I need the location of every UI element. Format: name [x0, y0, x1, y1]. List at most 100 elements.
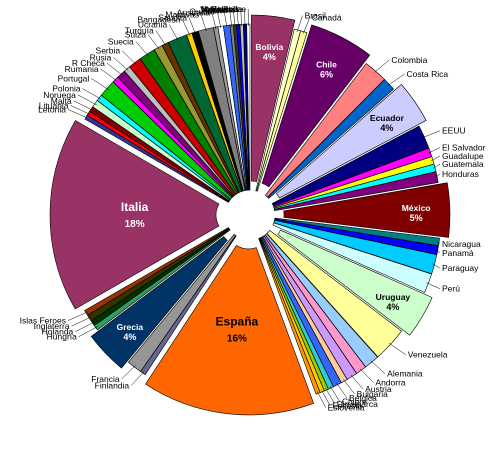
slice-value-uruguay: 4% — [386, 302, 399, 312]
slice-label-bangadesh: Bangadesh — [138, 15, 181, 25]
leader-line-serbia — [121, 50, 137, 65]
slice-label-japon: Japón — [199, 6, 222, 16]
pie-slice-canada — [256, 30, 308, 192]
leader-line-guadalupe — [430, 155, 441, 162]
leader-line-panama — [435, 249, 441, 254]
leader-line-finlandia — [130, 371, 145, 386]
leader-line-brasil — [296, 15, 303, 32]
leader-line-inglaterra — [71, 316, 92, 327]
slice-label-portugal: Portugal — [58, 73, 90, 83]
leader-line-quatar — [217, 11, 222, 29]
slice-label-belize: Belize — [223, 4, 246, 14]
slice-label-serbia: Serbia — [96, 46, 121, 56]
slice-label-chile: Chile — [316, 59, 337, 69]
slice-value-ecuador: 4% — [380, 123, 393, 133]
slice-label-guatemala: Guatemala — [442, 159, 484, 169]
slice-label-canada: Canadá — [312, 12, 342, 22]
leader-line-islas-feroes — [67, 311, 88, 321]
slice-label-letonia: Letonia — [38, 104, 66, 114]
leader-line-alemania — [370, 360, 386, 374]
leader-line-r-checa — [106, 62, 123, 76]
leader-line-holanda — [75, 321, 95, 332]
slice-value-bolivia: 4% — [263, 52, 276, 62]
slice-label-costa-rica: Costa Rica — [407, 69, 449, 79]
leader-line-rusia — [113, 57, 129, 71]
slice-label-noruega: Noruega — [43, 90, 76, 100]
slice-label-malasia: Malasia — [206, 4, 236, 14]
slice-label-bolivia: Bolivia — [255, 42, 283, 52]
slice-value-mexico: 5% — [410, 213, 423, 223]
slice-label-peru: Perú — [442, 284, 460, 294]
slice-label-escocia: Escocia — [332, 401, 362, 411]
slice-label-suecia: Suecia — [108, 36, 134, 46]
slice-label-guadalupe: Guadalupe — [442, 151, 484, 161]
slice-label-eslovenia: Eslovenia — [328, 402, 365, 412]
slice-label-r-checa: R Checa — [72, 58, 105, 68]
slice-label-rumania: Rumania — [65, 64, 99, 74]
leader-line-vietnam — [233, 9, 236, 27]
pie-slice-chile — [261, 24, 371, 188]
leader-line-japon — [223, 10, 228, 28]
slice-label-malta: Malta — [51, 96, 72, 106]
leader-line-eslovenia — [317, 391, 326, 408]
slice-label-andorra: Andorra — [375, 378, 406, 388]
pie-slice-venezuela — [266, 229, 403, 358]
leader-line-portugal — [91, 78, 109, 90]
pie-slice-espana — [145, 244, 315, 416]
leader-line-andorra — [359, 368, 374, 383]
slice-label-colombia: Colombia — [391, 55, 427, 65]
leader-line-suiza — [147, 34, 160, 50]
slice-value-espana: 16% — [227, 334, 247, 345]
leader-line-saudita — [188, 17, 196, 35]
leader-line-escocia — [321, 389, 331, 406]
slice-label-rusia: Rusia — [90, 52, 112, 62]
leader-line-rumania — [100, 68, 117, 82]
leader-line-hungria — [78, 326, 98, 337]
slice-label-nicaragua: Nicaragua — [442, 239, 481, 249]
pie-slice-mexico — [283, 182, 451, 238]
leader-line-honduras — [435, 173, 441, 178]
slice-label-chipre: Chipre — [342, 397, 367, 407]
slice-label-hungria: Hungría — [47, 332, 78, 342]
leader-lines — [67, 9, 441, 408]
slice-label-saudita: Saudita — [158, 13, 187, 23]
slice-label-inglaterra: Inglaterra — [34, 321, 70, 331]
pie-slice-honduras — [274, 171, 439, 212]
slice-label-ecuador: Ecuador — [370, 113, 405, 123]
slice-label-dinamarca: Dinamarca — [337, 399, 378, 409]
leader-line-colombia — [374, 59, 390, 73]
slice-label-mexico: México — [402, 203, 431, 213]
slice-label-australia: Australia — [177, 7, 210, 17]
leader-line-polonia — [82, 88, 101, 100]
slice-label-austria: Austria — [365, 384, 392, 394]
leader-line-maldivas — [200, 14, 207, 32]
slice-label-bulgaria: Bulgaria — [357, 389, 388, 399]
slice-label-finlandia: Finlandia — [95, 381, 130, 391]
slice-label-eeuu: EEUU — [442, 126, 466, 136]
slice-label-suiza: Suiza — [125, 29, 147, 39]
slice-label-honduras: Honduras — [442, 169, 479, 179]
leader-line-belgica — [336, 382, 348, 399]
slice-label-lituania: Lituania — [39, 100, 69, 110]
slice-label-indonesia: Indonesia — [202, 4, 239, 14]
leader-line-noruega — [77, 94, 97, 105]
leader-line-dinamarca — [325, 388, 335, 404]
slice-label-brasil: Brasil — [305, 10, 326, 20]
slice-label-italia: Italia — [121, 200, 149, 214]
slice-labels: Bolivia4%BrasilCanadáChile6%ColombiaCost… — [20, 4, 486, 412]
leader-line-bangadesh — [182, 19, 191, 36]
slice-label-polonia: Polonia — [52, 84, 81, 94]
slice-value-italia: 18% — [125, 219, 145, 230]
slice-label-francia: Francia — [91, 374, 120, 384]
leader-line-indonesia — [240, 9, 242, 27]
slice-label-n-zelanda: N. Zelanda — [201, 4, 243, 14]
slice-label-belgica: Bélgica — [349, 393, 377, 403]
slice-label-panama: Panamá — [442, 248, 474, 258]
leader-line-francia — [121, 365, 136, 380]
pie-slice-francia — [127, 233, 237, 372]
leader-line-malasia — [236, 9, 239, 27]
slice-value-grecia: 4% — [123, 332, 136, 342]
slice-label-israel: Israel — [207, 5, 228, 15]
pie-slice-bolivia — [251, 14, 296, 183]
leader-line-malta — [73, 100, 93, 111]
